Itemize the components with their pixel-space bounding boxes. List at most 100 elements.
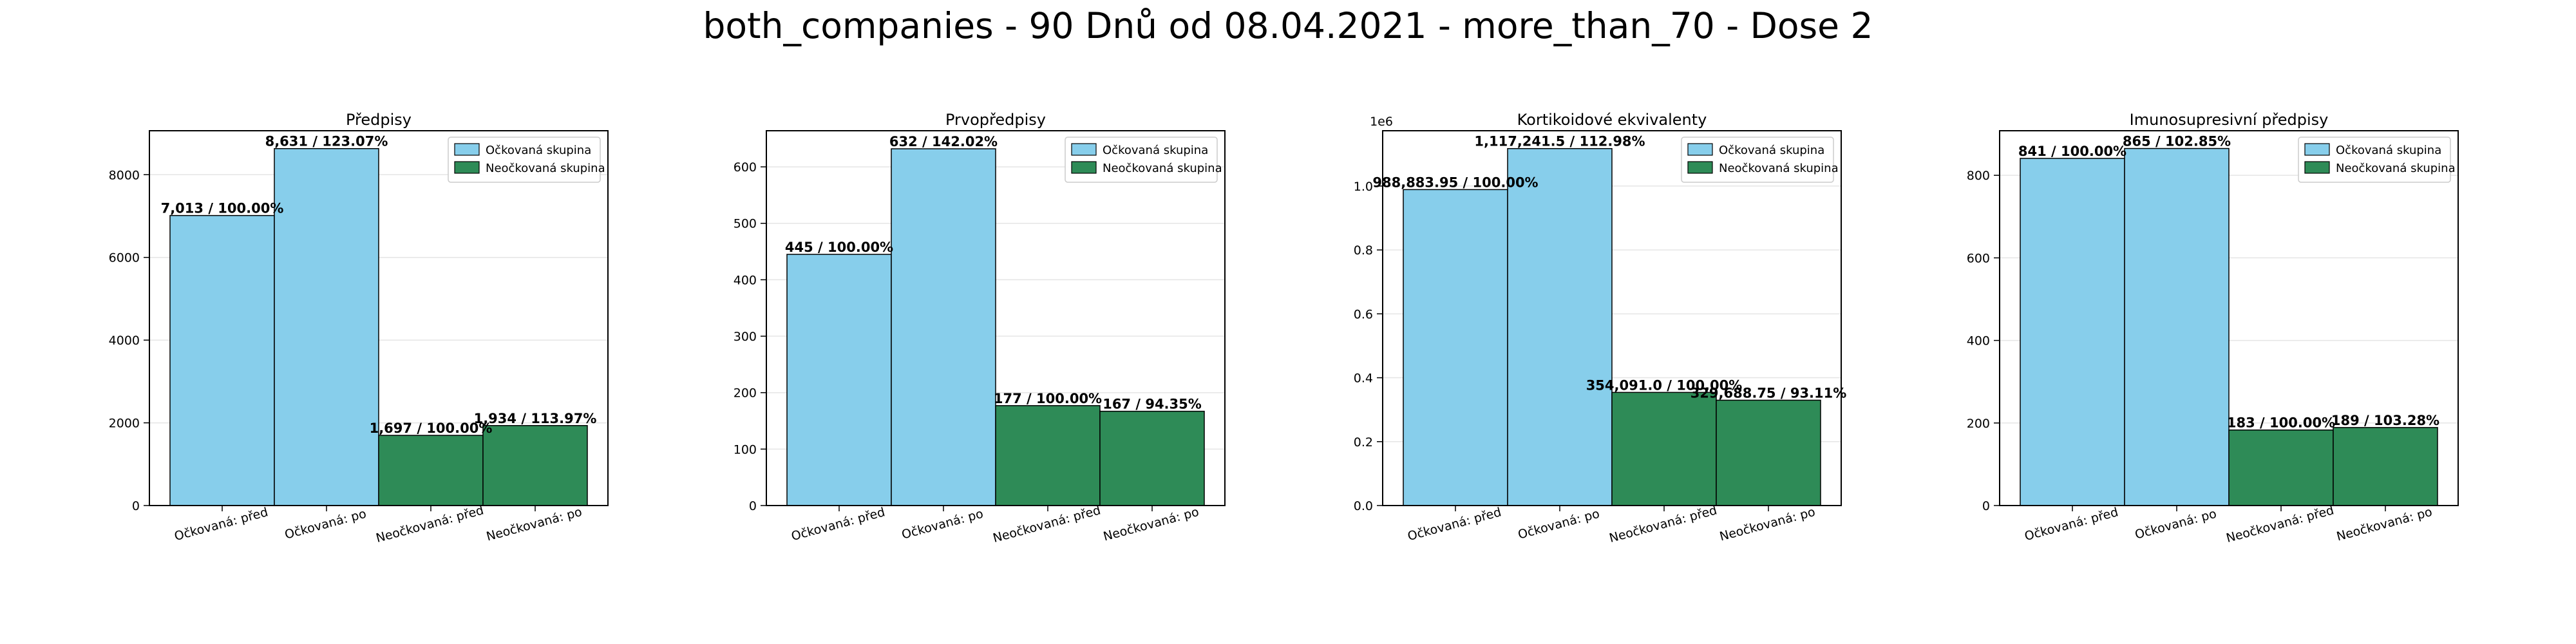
chart-title: Imunosupresivní předpisy [2130,111,2329,129]
data-label: 7,013 / 100.00% [161,201,284,216]
y-tick-label: 600 [1967,251,1990,265]
y-offset-label: 1e6 [1370,115,1393,129]
y-tick-label: 0 [749,499,757,513]
legend-swatch [1687,161,1713,174]
legend-label: Očkovaná skupina [2336,144,2441,157]
data-label: 632 / 142.02% [889,134,998,149]
legend-box [448,137,601,183]
legend-label: Neočkovaná skupina [486,162,605,175]
legend-label: Očkovaná skupina [1719,144,1824,157]
bar [1611,392,1717,506]
y-tick-label: 200 [734,386,757,401]
legend-box [1681,137,1834,183]
legend-box [2298,137,2451,183]
chart-title: Předpisy [346,111,412,129]
x-tick-label: Očkovaná: po [2134,507,2218,542]
bar [2333,427,2438,506]
x-tick-label: Neočkovaná: po [1102,505,1200,544]
data-label: 865 / 102.85% [2123,134,2231,149]
data-label: 329,688.75 / 93.11% [1690,385,1847,401]
y-tick-label: 0 [1982,499,1990,513]
legend-label: Očkovaná skupina [1103,144,1208,157]
data-label: 1,117,241.5 / 112.98% [1474,134,1645,149]
y-tick-label: 1.0 [1354,180,1373,194]
x-tick-label: Neočkovaná: před [991,503,1102,545]
x-tick-label: Neočkovaná: po [485,505,583,544]
y-tick-label: 0.0 [1354,499,1373,513]
legend-swatch [2304,143,2330,156]
data-label: 988,883.95 / 100.00% [1372,175,1538,190]
x-tick-label: Očkovaná: před [173,505,269,544]
x-tick-label: Neočkovaná: po [2335,505,2434,544]
axes-frame [149,130,609,506]
y-tick-label: 400 [1967,334,1990,348]
y-tick-label: 0 [132,499,140,513]
bar [1099,410,1205,506]
bar [995,405,1101,506]
y-tick-label: 6000 [109,251,140,265]
legend-label: Neočkovaná skupina [1103,162,1222,175]
y-tick-label: 400 [734,273,757,287]
y-tick-label: 0.8 [1354,243,1373,258]
bar [2124,147,2230,506]
y-tick-label: 4000 [109,334,140,348]
data-label: 841 / 100.00% [2018,144,2126,159]
legend-label: Očkovaná skupina [486,144,591,157]
x-tick-label: Očkovaná: před [790,505,886,544]
legend-label: Neočkovaná skupina [1719,162,1839,175]
y-tick-label: 200 [1967,417,1990,431]
y-tick-label: 500 [734,217,757,231]
figure-title: both_companies - 90 Dnů od 08.04.2021 - … [703,5,1873,46]
x-tick-label: Neočkovaná: před [1607,503,1718,545]
x-tick-label: Očkovaná: po [1517,507,1601,542]
legend-swatch [2304,161,2330,174]
chart-panel: 0 2000 4000 6000 8000 Očkovaná: před Očkovaná:… [109,111,609,545]
legend-swatch [1687,143,1713,156]
axes-frame [766,130,1226,506]
bar [2020,158,2125,506]
y-tick-label: 0.6 [1354,307,1373,321]
y-tick-label: 300 [734,330,757,344]
y-tick-label: 800 [1967,169,1990,183]
x-tick-label: Očkovaná: po [900,507,985,542]
x-tick-label: Neočkovaná: před [374,503,485,545]
chart-panel: 0 100 200 300 400 500 600 Očkovaná: před Očkovan… [734,111,1226,545]
y-tick-label: 2000 [109,417,140,431]
bar [274,147,379,506]
bar [786,254,892,506]
bar [1403,189,1508,506]
bar [482,425,588,506]
y-tick-label: 0.4 [1354,372,1373,386]
x-tick-label: Neočkovaná: po [1718,505,1817,544]
legend-swatch [454,161,480,174]
bar [378,435,484,506]
data-label: 1,697 / 100.00% [370,421,493,436]
legend-box [1065,137,1218,183]
axes-frame [1999,130,2459,506]
y-tick-label: 600 [734,160,757,175]
y-tick-label: 8000 [109,168,140,182]
bar [1716,399,1821,506]
bar [2228,429,2334,506]
data-label: 1,934 / 113.97% [474,411,597,426]
y-tick-label: 100 [734,442,757,457]
data-label: 167 / 94.35% [1103,397,1202,412]
data-label: 354,091.0 / 100.00% [1586,377,1743,393]
axes-frame [1382,130,1842,506]
data-label: 189 / 103.28% [2331,413,2439,428]
data-label: 8,631 / 123.07% [265,134,388,149]
data-label: 445 / 100.00% [785,240,893,255]
y-tick-label: 0.2 [1354,435,1373,450]
x-tick-label: Očkovaná: před [1406,505,1502,544]
data-label: 183 / 100.00% [2227,415,2335,431]
bar [169,214,275,506]
bar [1507,147,1613,506]
legend-swatch [1071,161,1097,174]
chart-title: Prvopředpisy [945,111,1046,129]
chart-title: Kortikoidové ekvivalenty [1517,111,1707,129]
data-label: 177 / 100.00% [994,391,1102,406]
legend-label: Neočkovaná skupina [2336,162,2456,175]
legend-swatch [454,143,480,156]
